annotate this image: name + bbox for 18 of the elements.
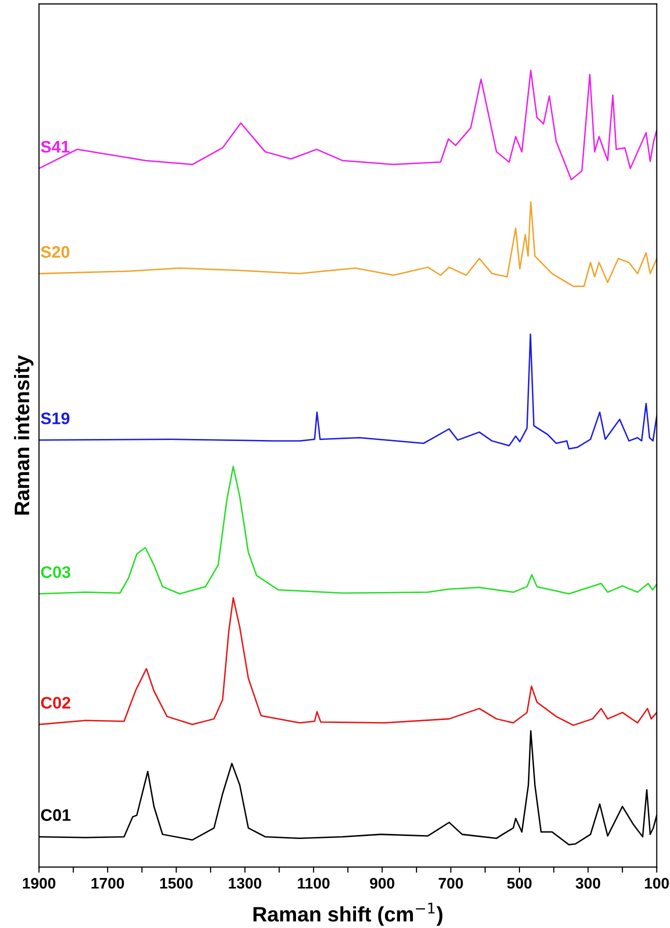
series-label: S41 (40, 140, 70, 153)
series-label: S19 (40, 412, 70, 424)
x-tick-label: 100 (644, 878, 669, 889)
x-tick-label: 1100 (298, 878, 330, 889)
x-tick-label: 1900 (22, 878, 56, 889)
series-label: C02 (41, 696, 70, 709)
x-tick-label: 1500 (160, 878, 193, 889)
y-axis-title: Raman intensity (14, 355, 34, 515)
series-label: C01 (41, 809, 70, 821)
x-tick-label: 300 (576, 878, 600, 889)
series-label: S20 (40, 246, 70, 258)
x-tick-label: 900 (370, 878, 394, 889)
x-axis-title: Raman shift (cm$^{−1}$) (254, 902, 442, 926)
x-tick-label: 1300 (228, 878, 262, 889)
x-tick-label: 1700 (92, 878, 124, 889)
x-tick-label: 500 (507, 878, 532, 889)
x-tick-label: 700 (438, 878, 463, 889)
series-label: C03 (41, 566, 70, 578)
